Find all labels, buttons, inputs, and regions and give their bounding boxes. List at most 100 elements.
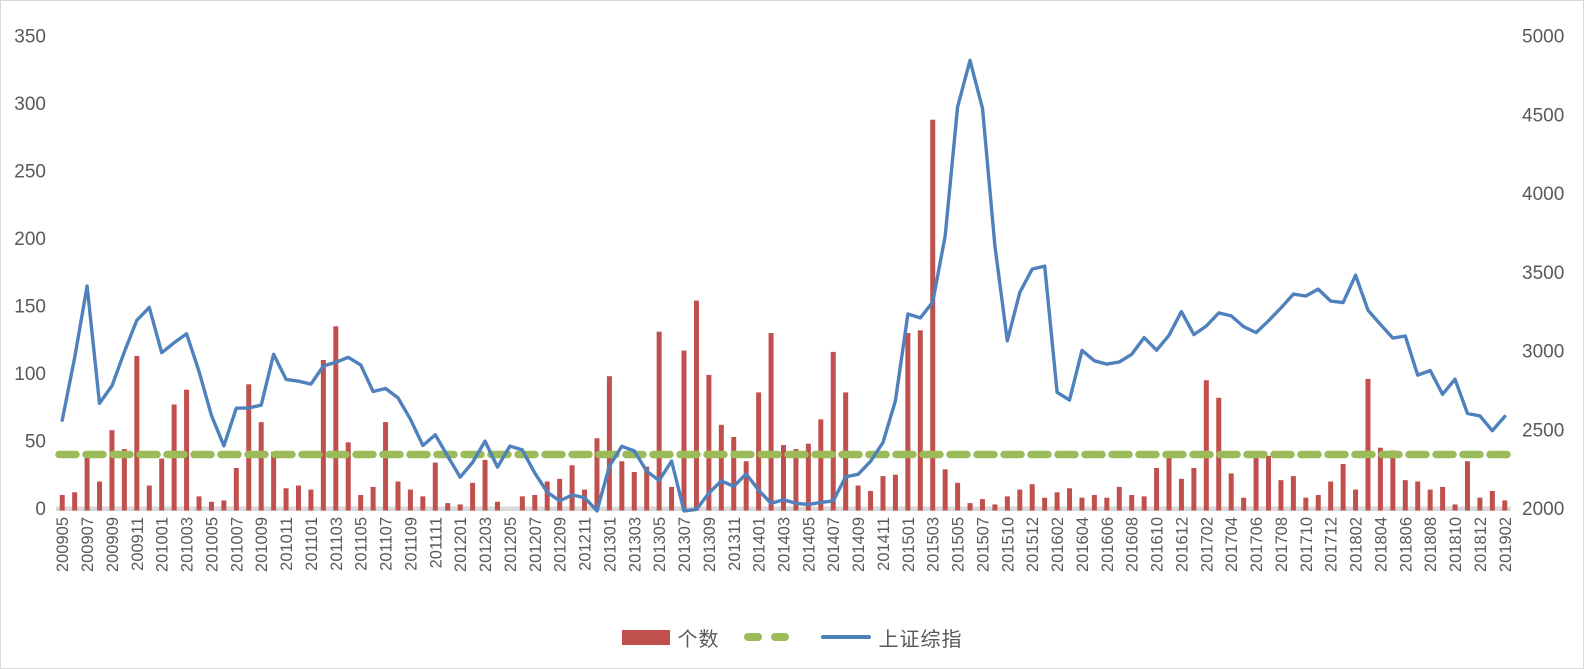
bar bbox=[1303, 497, 1309, 511]
x-axis-tick-label: 201209 bbox=[552, 517, 570, 572]
x-axis-tick-label: 201507 bbox=[974, 517, 992, 572]
x-axis-tick-label: 201510 bbox=[999, 517, 1017, 572]
bar bbox=[1440, 486, 1446, 511]
x-axis-tick-label: 201505 bbox=[950, 517, 968, 572]
chart-legend: 个数 上证综指 bbox=[1, 619, 1583, 655]
bar bbox=[246, 384, 252, 511]
bar bbox=[1017, 489, 1023, 511]
bar bbox=[494, 501, 500, 511]
bar bbox=[370, 486, 376, 511]
x-axis-tick-label: 201812 bbox=[1472, 517, 1490, 572]
bar bbox=[594, 438, 600, 511]
bar bbox=[644, 466, 650, 511]
bar bbox=[1191, 468, 1197, 511]
bar bbox=[1278, 480, 1284, 511]
x-axis-tick-label: 201503 bbox=[925, 517, 943, 572]
bar bbox=[706, 374, 712, 511]
x-axis-tick-label: 201001 bbox=[154, 517, 172, 572]
bar bbox=[905, 333, 911, 511]
x-axis-tick-label: 201409 bbox=[850, 517, 868, 572]
x-axis-tick-label: 201309 bbox=[701, 517, 719, 572]
bar bbox=[1154, 468, 1160, 511]
bar bbox=[743, 461, 749, 511]
legend-label-line-series: 上证综指 bbox=[878, 628, 963, 651]
bar bbox=[768, 333, 774, 511]
x-axis-tick-label: 201105 bbox=[353, 517, 371, 571]
bar bbox=[967, 503, 973, 511]
bar bbox=[445, 503, 451, 511]
x-axis-tick-label: 201211 bbox=[577, 517, 595, 571]
bar bbox=[955, 482, 961, 511]
x-axis-tick-label: 201011 bbox=[278, 517, 296, 571]
bar bbox=[233, 468, 239, 511]
right-axis-tick-label: 3500 bbox=[1522, 263, 1564, 284]
x-axis-tick-label: 201806 bbox=[1397, 517, 1415, 572]
x-axis-tick-label: 201606 bbox=[1099, 517, 1117, 572]
bar bbox=[1228, 473, 1234, 511]
bar bbox=[557, 478, 563, 511]
x-axis-tick-label: 201804 bbox=[1372, 517, 1390, 572]
bar bbox=[470, 482, 476, 511]
bar bbox=[942, 469, 948, 511]
bar bbox=[184, 389, 190, 511]
bar bbox=[1141, 496, 1147, 511]
x-axis-tick-label: 201201 bbox=[452, 517, 470, 572]
x-axis-tick-label: 201612 bbox=[1173, 517, 1191, 572]
right-axis-tick-label: 5000 bbox=[1522, 27, 1564, 48]
bar bbox=[358, 495, 364, 511]
bar bbox=[1067, 488, 1073, 511]
bar bbox=[992, 504, 998, 511]
legend-label-bar-series: 个数 bbox=[677, 628, 720, 651]
bar bbox=[320, 360, 326, 511]
x-axis-tick-label: 201311 bbox=[726, 517, 744, 571]
x-axis-tick-label: 201602 bbox=[1049, 517, 1067, 572]
bar bbox=[97, 481, 103, 511]
x-axis-tick-label: 201604 bbox=[1074, 517, 1092, 572]
bar bbox=[880, 476, 886, 511]
bar bbox=[1104, 497, 1110, 511]
bar bbox=[134, 355, 140, 511]
bar bbox=[59, 495, 65, 511]
x-axis-tick-label: 201902 bbox=[1497, 517, 1515, 572]
bar bbox=[606, 376, 612, 511]
bar bbox=[1315, 495, 1321, 511]
bar bbox=[718, 424, 724, 511]
bar bbox=[1365, 378, 1371, 511]
x-axis-tick-label: 200907 bbox=[79, 517, 97, 572]
x-axis-tick-label: 201608 bbox=[1124, 517, 1142, 572]
bar bbox=[532, 495, 538, 511]
bar bbox=[333, 326, 339, 511]
bar bbox=[1415, 481, 1421, 511]
bar bbox=[258, 422, 264, 511]
bar bbox=[432, 462, 438, 511]
x-axis-tick-label: 201111 bbox=[427, 517, 445, 568]
bar bbox=[395, 481, 401, 511]
bar bbox=[482, 459, 488, 511]
x-axis-tick-label: 201109 bbox=[402, 517, 420, 571]
bar bbox=[1377, 447, 1383, 511]
x-axis-tick-label: 201101 bbox=[303, 517, 321, 571]
bar bbox=[669, 486, 675, 511]
bar bbox=[383, 422, 389, 511]
x-axis-tick-label: 201307 bbox=[676, 517, 694, 572]
x-axis-tick-label: 201501 bbox=[900, 517, 918, 572]
bar bbox=[196, 496, 202, 511]
bar bbox=[781, 445, 786, 511]
bar bbox=[519, 496, 525, 511]
legend-item-threshold-series bbox=[734, 633, 807, 641]
x-axis-tick-label: 201710 bbox=[1298, 517, 1316, 572]
x-axis-tick-label: 201610 bbox=[1149, 517, 1167, 572]
bar bbox=[1166, 457, 1172, 511]
bar bbox=[1203, 380, 1209, 511]
x-axis-tick-label: 201712 bbox=[1323, 517, 1341, 572]
left-axis-tick-label: 250 bbox=[14, 162, 46, 183]
bar-series-swatch-icon bbox=[621, 629, 670, 645]
x-axis-tick-labels: 200905 200907 200909 200911 201001 201003 2010… bbox=[54, 517, 1515, 572]
bar bbox=[1290, 476, 1296, 511]
legend-item-line-series: 上证综指 bbox=[820, 623, 963, 652]
bar bbox=[84, 457, 90, 511]
bar bbox=[1266, 455, 1271, 511]
bar bbox=[818, 419, 824, 511]
bar bbox=[146, 485, 152, 511]
